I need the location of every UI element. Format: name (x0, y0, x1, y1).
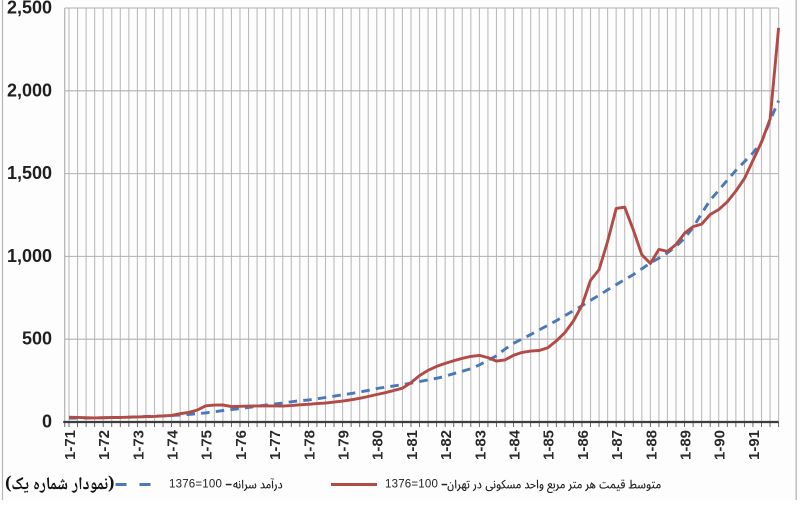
svg-text:500: 500 (22, 329, 52, 349)
svg-text:1-88: 1-88 (643, 430, 660, 460)
svg-text:1,000: 1,000 (7, 246, 52, 266)
svg-text:1-90: 1-90 (712, 430, 729, 460)
svg-text:1376=100: 1376=100 (385, 479, 438, 491)
svg-text:0: 0 (42, 412, 52, 432)
svg-text:1-71: 1-71 (62, 430, 79, 460)
svg-text:1-89: 1-89 (678, 430, 695, 460)
svg-text:1-82: 1-82 (438, 430, 455, 460)
svg-text:1,500: 1,500 (7, 163, 52, 183)
svg-text:1-75: 1-75 (199, 430, 216, 460)
svg-text:1-73: 1-73 (130, 430, 147, 460)
svg-text:1-91: 1-91 (746, 430, 763, 460)
svg-text:1-87: 1-87 (609, 430, 626, 460)
svg-text:1-77: 1-77 (267, 430, 284, 460)
svg-text:1-74: 1-74 (165, 429, 182, 460)
svg-text:1-80: 1-80 (370, 430, 387, 460)
svg-text:1-72: 1-72 (96, 430, 113, 460)
svg-text:2,000: 2,000 (7, 80, 52, 100)
svg-text:1376=100: 1376=100 (169, 479, 222, 491)
svg-text:1-76: 1-76 (233, 430, 250, 460)
svg-text:1-84: 1-84 (507, 429, 524, 460)
svg-text:1-79: 1-79 (336, 430, 353, 460)
svg-text:1-83: 1-83 (472, 430, 489, 460)
svg-text:1-86: 1-86 (575, 430, 592, 460)
svg-text:2,500: 2,500 (7, 0, 52, 18)
svg-text:1-85: 1-85 (541, 430, 558, 460)
svg-text:1-78: 1-78 (301, 430, 318, 460)
svg-text:1-81: 1-81 (404, 430, 421, 460)
